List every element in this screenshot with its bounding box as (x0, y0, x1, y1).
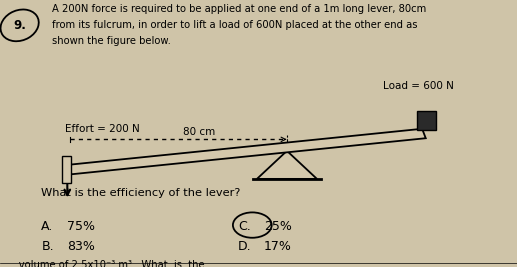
Text: Effort = 200 N: Effort = 200 N (65, 124, 140, 134)
Polygon shape (257, 151, 317, 179)
Text: C.: C. (238, 220, 251, 233)
Text: volume of 2.5x10⁻³ m³   What  is  the: volume of 2.5x10⁻³ m³ What is the (0, 260, 205, 267)
Text: D.: D. (238, 240, 251, 253)
Text: from its fulcrum, in order to lift a load of 600N placed at the other end as: from its fulcrum, in order to lift a loa… (52, 20, 417, 30)
Text: 9.: 9. (13, 19, 26, 32)
Text: 25%: 25% (264, 220, 292, 233)
Text: 75%: 75% (67, 220, 95, 233)
Text: 80 cm: 80 cm (183, 127, 215, 137)
Text: What is the efficiency of the lever?: What is the efficiency of the lever? (41, 188, 241, 198)
Text: shown the figure below.: shown the figure below. (52, 36, 171, 46)
Text: Load = 600 N: Load = 600 N (383, 81, 454, 91)
Text: B.: B. (41, 240, 54, 253)
Polygon shape (62, 156, 71, 183)
Text: 17%: 17% (264, 240, 292, 253)
Bar (417, 111, 436, 130)
Text: A 200N force is required to be applied at one end of a 1m long lever, 80cm: A 200N force is required to be applied a… (52, 4, 426, 14)
Text: A.: A. (41, 220, 54, 233)
Text: 83%: 83% (67, 240, 95, 253)
Polygon shape (68, 129, 425, 174)
